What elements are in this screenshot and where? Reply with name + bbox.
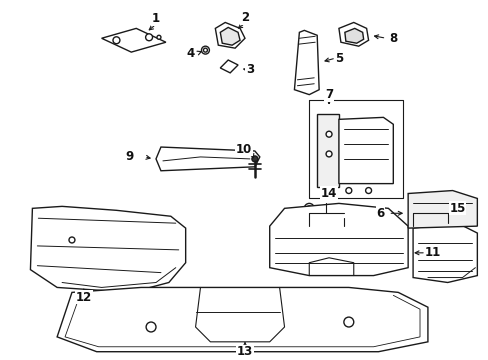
Text: 10: 10 [235, 143, 252, 156]
Polygon shape [102, 28, 165, 52]
Text: 11: 11 [424, 246, 440, 259]
Circle shape [338, 208, 348, 218]
Polygon shape [220, 27, 240, 45]
Polygon shape [338, 22, 368, 46]
Circle shape [325, 131, 331, 137]
Text: 5: 5 [334, 51, 343, 64]
Circle shape [345, 188, 351, 194]
Polygon shape [156, 147, 259, 171]
Text: 10: 10 [235, 143, 252, 156]
Text: 2: 2 [241, 11, 248, 24]
Text: 7: 7 [325, 88, 332, 101]
Polygon shape [269, 203, 407, 275]
Polygon shape [220, 60, 238, 73]
Text: 8: 8 [388, 32, 397, 45]
Circle shape [365, 188, 371, 194]
Circle shape [113, 37, 120, 44]
Circle shape [146, 322, 156, 332]
Text: 15: 15 [448, 202, 465, 215]
Circle shape [145, 34, 152, 41]
Text: 2: 2 [241, 11, 248, 24]
Text: 6: 6 [376, 207, 384, 220]
Text: 1: 1 [152, 12, 160, 25]
Text: 11: 11 [424, 246, 440, 259]
Text: 9: 9 [125, 150, 133, 163]
Circle shape [325, 151, 331, 157]
Circle shape [201, 46, 209, 54]
Text: 5: 5 [334, 51, 343, 64]
Polygon shape [407, 190, 476, 228]
Text: 9: 9 [125, 150, 133, 163]
Text: 14: 14 [320, 187, 337, 200]
Polygon shape [317, 114, 338, 186]
Text: 4: 4 [186, 46, 194, 60]
Text: 7: 7 [325, 88, 332, 101]
Polygon shape [412, 223, 476, 283]
Circle shape [306, 206, 311, 211]
Text: 15: 15 [448, 202, 465, 215]
Text: 14: 14 [320, 187, 337, 200]
Polygon shape [344, 28, 363, 43]
Circle shape [69, 237, 75, 243]
Circle shape [203, 48, 207, 52]
Circle shape [341, 211, 346, 216]
Polygon shape [294, 30, 319, 95]
Circle shape [251, 156, 257, 162]
Polygon shape [215, 22, 244, 48]
Circle shape [304, 203, 314, 213]
Text: 13: 13 [236, 345, 253, 358]
Text: 12: 12 [76, 291, 92, 304]
Polygon shape [30, 206, 185, 292]
Circle shape [343, 317, 353, 327]
Polygon shape [338, 117, 392, 184]
Text: 3: 3 [245, 63, 253, 76]
Text: 12: 12 [76, 291, 92, 304]
Text: 4: 4 [186, 46, 194, 60]
Circle shape [157, 35, 161, 39]
Text: 6: 6 [376, 207, 384, 220]
Text: 8: 8 [388, 32, 397, 45]
Text: 3: 3 [245, 63, 253, 76]
Text: 1: 1 [152, 12, 160, 25]
Text: 13: 13 [236, 345, 253, 358]
Polygon shape [57, 287, 427, 352]
